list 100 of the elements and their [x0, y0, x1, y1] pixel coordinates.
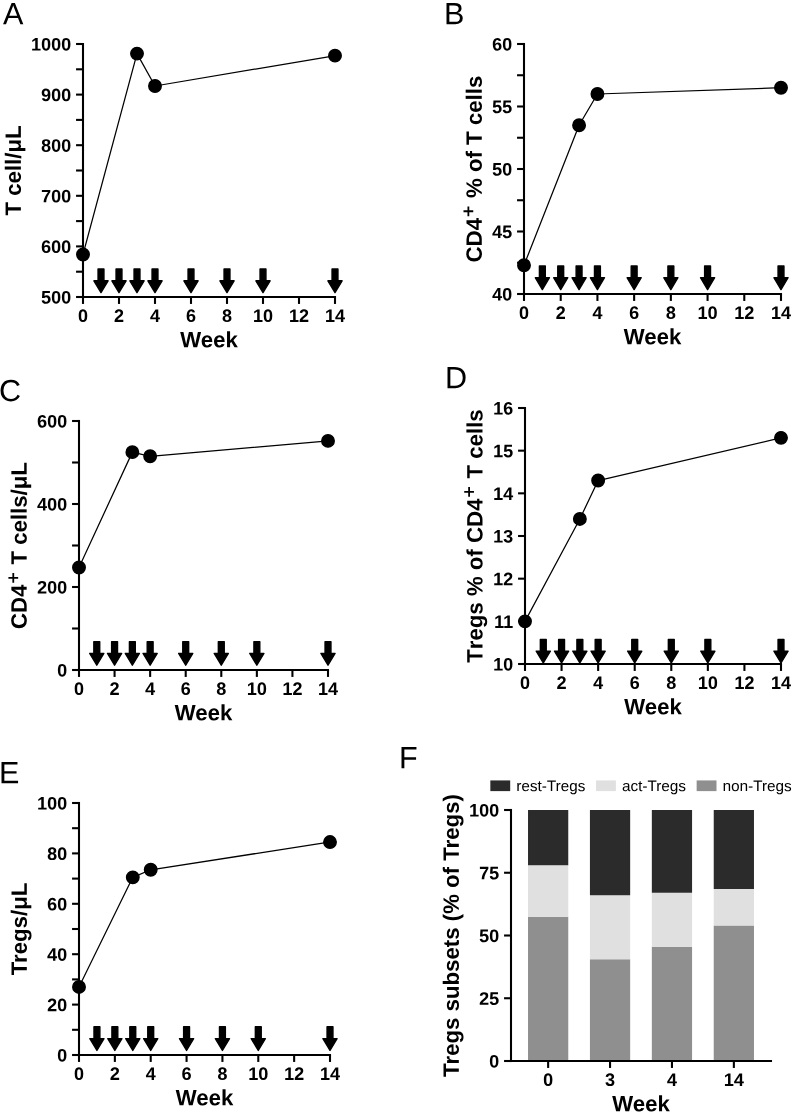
bar [528, 865, 569, 917]
point [774, 80, 788, 95]
x-axis-title: Week [180, 331, 238, 348]
legend-label: rest-Tregs [517, 780, 585, 795]
point [143, 862, 158, 877]
y-tick-label: 600 [37, 414, 67, 428]
y-tick-label: 11 [495, 615, 513, 628]
point [125, 445, 140, 460]
bar [713, 889, 754, 926]
y-tick-label: 13 [494, 529, 513, 543]
y-tick-label: 12 [494, 572, 513, 586]
x-tick-label: 10 [249, 1067, 268, 1081]
y-axis-title: Tregs % of CD4$^{+}$ T cells [464, 410, 488, 663]
y-tick-label: 40 [492, 287, 512, 301]
y-tick-label: 500 [41, 290, 71, 304]
x-tick-label: 4 [667, 1073, 677, 1086]
point [148, 79, 162, 93]
x-tick-label: 10 [698, 306, 717, 320]
y-tick-label: 45 [492, 225, 512, 239]
x-tick-label: 3 [605, 1073, 615, 1087]
y-tick-label: 400 [37, 497, 67, 511]
x-tick-label: 0 [78, 309, 88, 323]
y-axis-title: T cell/μL [4, 126, 26, 216]
y-tick-label: 55 [492, 100, 512, 114]
bar [589, 895, 631, 960]
x-tick-label: 2 [110, 1067, 120, 1080]
point [323, 835, 337, 850]
y-axis-title: CD4$^{+}$ % of T cells [463, 76, 482, 262]
y-axis-title: CD4$^{+}$ T cells/μL [8, 462, 32, 629]
y-tick-label: 60 [47, 897, 67, 911]
y-tick-label: 0 [57, 663, 67, 677]
bar [713, 925, 754, 1061]
x-tick-label: 12 [735, 306, 754, 319]
y-axis-title: Tregs/μL [10, 883, 32, 976]
point [72, 560, 86, 575]
point [76, 247, 90, 262]
x-tick-label: 2 [114, 309, 124, 322]
y-tick-label: 100 [38, 796, 67, 810]
legend-label: non-Tregs [723, 780, 792, 795]
point [328, 48, 342, 63]
x-tick-label: 8 [666, 676, 676, 690]
y-tick-label: 16 [494, 401, 513, 415]
y-tick-label: 75 [479, 866, 499, 880]
x-tick-label: 12 [290, 309, 309, 322]
x-tick-label: 6 [181, 682, 191, 696]
point [518, 614, 532, 629]
x-tick-label: 2 [556, 306, 566, 319]
chart-title: D [447, 367, 466, 389]
x-tick-label: 4 [592, 306, 603, 319]
x-tick-label: 8 [217, 1067, 227, 1081]
y-tick-label: 0 [57, 1048, 67, 1062]
x-tick-label: 10 [254, 309, 273, 323]
point [774, 430, 788, 445]
bar [651, 810, 693, 893]
y-tick-label: 60 [492, 37, 512, 51]
x-axis-title: Week [175, 1089, 234, 1106]
x-tick-label: 4 [593, 676, 604, 689]
x-tick-label: 0 [74, 682, 84, 696]
x-tick-label: 14 [772, 306, 791, 319]
y-tick-label: 40 [47, 948, 67, 961]
y-axis-title: Tregs subsets (% of Tregs) [442, 795, 464, 1077]
bar [528, 810, 569, 866]
chart-title: E [1, 762, 19, 784]
y-tick-label: 50 [479, 929, 499, 943]
bar [589, 959, 631, 1061]
chart-title: B [446, 3, 463, 25]
legend-label: act-Tregs [622, 780, 686, 795]
x-tick-label: 4 [145, 1067, 156, 1080]
x-tick-label: 6 [630, 676, 640, 690]
y-tick-label: 900 [41, 88, 71, 102]
x-axis-title: Week [623, 328, 682, 345]
x-tick-label: 14 [772, 676, 791, 689]
x-tick-label: 8 [666, 306, 676, 320]
point [572, 118, 587, 133]
bar [651, 892, 693, 947]
point [130, 46, 144, 61]
x-tick-label: 4 [145, 682, 156, 695]
x-tick-label: 10 [247, 682, 267, 696]
x-tick-label: 6 [629, 306, 639, 320]
y-tick-label: 600 [41, 240, 71, 254]
x-tick-label: 2 [557, 676, 566, 689]
chart-title: F [401, 747, 417, 769]
x-tick-label: 14 [319, 682, 338, 695]
x-tick-label: 0 [74, 1067, 84, 1081]
y-tick-label: 10 [494, 657, 513, 671]
x-tick-label: 14 [724, 1073, 744, 1086]
y-tick-label: 200 [37, 580, 67, 594]
y-tick-label: 20 [47, 998, 67, 1012]
y-tick-label: 100 [470, 803, 499, 817]
x-axis-title: Week [174, 704, 233, 721]
point [572, 511, 587, 526]
point [591, 473, 606, 488]
x-tick-label: 0 [519, 306, 529, 320]
x-tick-label: 0 [520, 676, 530, 690]
y-tick-label: 25 [479, 992, 499, 1005]
y-tick-label: 700 [41, 189, 71, 203]
point [72, 980, 86, 994]
point [590, 87, 605, 101]
bar [528, 916, 569, 1061]
point [321, 433, 335, 448]
